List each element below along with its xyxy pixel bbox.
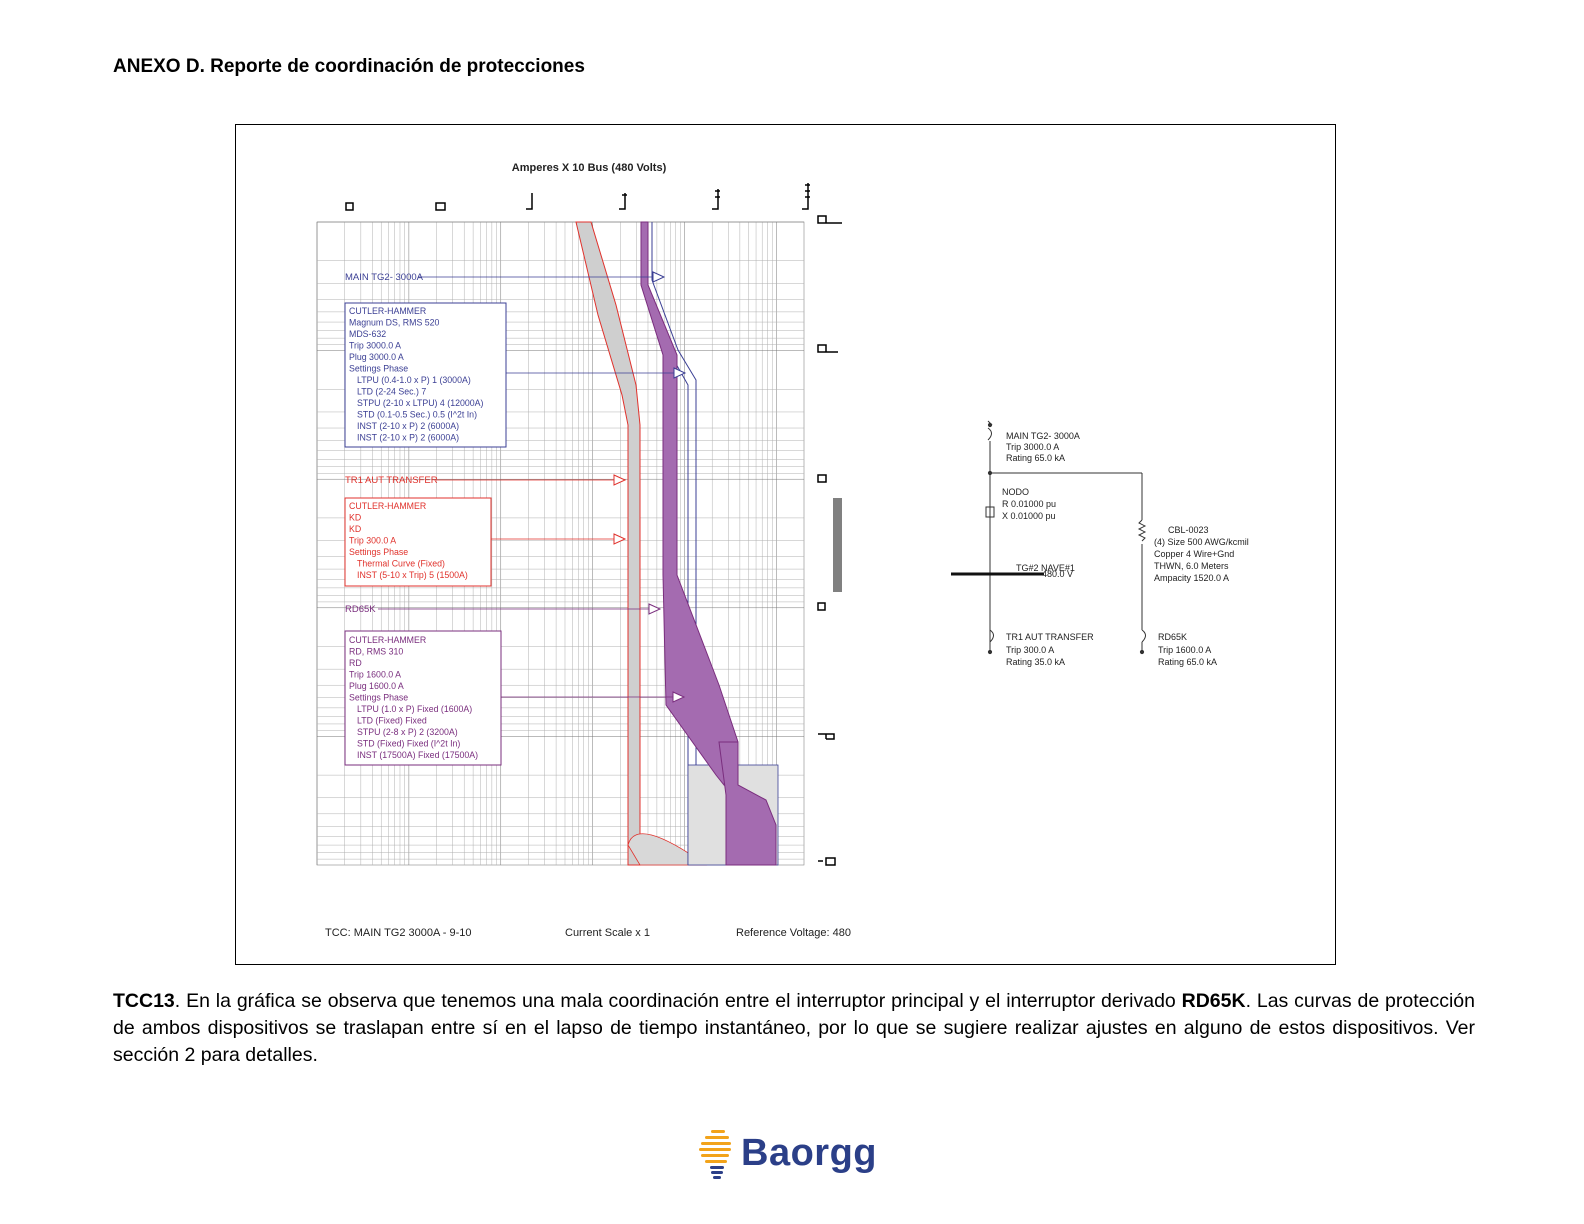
legend-main-line: STD (0.1-0.5 Sec.) 0.5 (I^2t In)	[357, 410, 477, 420]
legend-main-line: STPU (2-10 x LTPU) 4 (12000A)	[357, 398, 484, 408]
legend-main-line: INST (2-10 x P) 2 (6000A)	[357, 433, 459, 443]
legend-rd-line: LTD (Fixed) Fixed	[357, 716, 427, 726]
footer-voltage: Reference Voltage: 480	[736, 927, 851, 939]
footer-scale: Current Scale x 1	[565, 927, 650, 939]
y-axis-ticks	[817, 215, 842, 866]
ol-cable-1: CBL-0023	[1168, 525, 1209, 535]
rd65k-inst-region	[718, 741, 777, 866]
tr1-label: TR1 AUT TRANSFER	[345, 474, 627, 486]
legend-rd-line: RD, RMS 310	[349, 647, 403, 657]
tr1-label-text: TR1 AUT TRANSFER	[345, 475, 438, 486]
tr1-arrow-2	[491, 533, 627, 545]
legend-main-line: LTD (2-24 Sec.) 7	[357, 387, 426, 397]
ol-cable-3: Copper 4 Wire+Gnd	[1154, 549, 1234, 559]
legend-main-line: Settings Phase	[349, 364, 408, 374]
legend-tr1-line: KD	[349, 524, 361, 534]
ol-cable-5: Ampacity 1520.0 A	[1154, 573, 1229, 583]
bulb-icon	[699, 1130, 731, 1179]
legend-rd-line: LTPU (1.0 x P) Fixed (1600A)	[357, 704, 472, 714]
caption-text-2: . Las curvas de protección de ambos disp…	[113, 990, 1475, 1066]
ol-rd-2: Trip 1600.0 A	[1158, 645, 1211, 655]
legend-rd-line: STPU (2-8 x P) 2 (3200A)	[357, 727, 458, 737]
legend-tr1-box	[344, 497, 492, 587]
legend-rd-line: CUTLER-HAMMER	[349, 635, 426, 645]
legend-rd-line: INST (17500A) Fixed (17500A)	[357, 750, 478, 760]
legend-rd-line: STD (Fixed) Fixed (I^2t In)	[357, 739, 460, 749]
ol-main-1: MAIN TG2- 3000A	[1006, 431, 1080, 441]
one-line-labels: MAIN TG2- 3000A Trip 3000.0 A Rating 65.…	[1002, 431, 1249, 667]
legend-rd-line: Settings Phase	[349, 693, 408, 703]
ol-tr1-2: Trip 300.0 A	[1006, 645, 1054, 655]
rd65k-arrow-2	[501, 691, 686, 703]
legend-main-line: Trip 3000.0 A	[349, 341, 401, 351]
page-heading: ANEXO D. Reporte de coordinación de prot…	[113, 56, 585, 77]
ol-rd-3: Rating 65.0 kA	[1158, 657, 1217, 667]
ol-bus-1: TG#2 NAVE#1	[1016, 563, 1075, 573]
legend-main-box	[344, 302, 507, 448]
legend-tr1-line: INST (5-10 x Trip) 5 (1500A)	[357, 570, 468, 580]
rd65k-label: RD65K	[345, 603, 662, 615]
figure-caption: TCC13. En la gráfica se observa que tene…	[113, 988, 1475, 1069]
legend-rd-line: Plug 1600.0 A	[349, 681, 404, 691]
legend-main-line: LTPU (0.4-1.0 x P) 1 (3000A)	[357, 375, 471, 385]
tcc-chart: Amperes X 10 Bus (480 Volts)	[316, 162, 1249, 939]
main-label: MAIN TG2- 3000A	[345, 271, 666, 283]
brand-name: Baorgg	[741, 1132, 877, 1174]
x-axis-ticks	[345, 183, 810, 211]
ol-tr1-1: TR1 AUT TRANSFER	[1006, 632, 1094, 642]
ol-tr1-3: Rating 35.0 kA	[1006, 657, 1065, 667]
ol-bus-2: 480.0 V	[1042, 569, 1073, 579]
legend-rd-line: RD	[349, 658, 362, 668]
legend-main-line: INST (2-10 x P) 2 (6000A)	[357, 421, 459, 431]
legend-tr1-line: KD	[349, 513, 361, 523]
legend-tr1-line: Trip 300.0 A	[349, 536, 396, 546]
legend-tr1-line: CUTLER-HAMMER	[349, 501, 426, 511]
one-line-diagram	[951, 420, 1147, 655]
caption-lead: TCC13	[113, 990, 175, 1012]
legend-main-line: Plug 3000.0 A	[349, 352, 404, 362]
caption-bold-device: RD65K	[1181, 990, 1246, 1012]
legend-tr1-line: Thermal Curve (Fixed)	[357, 559, 445, 569]
main-label-text: MAIN TG2- 3000A	[345, 272, 424, 283]
ol-main-2: Trip 3000.0 A	[1006, 442, 1059, 452]
ol-nodo-3: X 0.01000 pu	[1002, 511, 1056, 521]
y-axis-label-block	[833, 498, 842, 592]
legend-rd-line: Trip 1600.0 A	[349, 670, 401, 680]
rd65k-label-text: RD65K	[345, 604, 376, 615]
ol-nodo-2: R 0.01000 pu	[1002, 499, 1056, 509]
ol-rd-1: RD65K	[1158, 632, 1187, 642]
chart-title: Amperes X 10 Bus (480 Volts)	[512, 162, 667, 174]
ol-nodo-1: NODO	[1002, 487, 1029, 497]
legend-main-line: MDS-632	[349, 329, 386, 339]
legend-main-line: CUTLER-HAMMER	[349, 306, 426, 316]
brand-logo: Baorgg	[697, 1128, 887, 1188]
ol-main-3: Rating 65.0 kA	[1006, 453, 1065, 463]
legend-main-line: Magnum DS, RMS 520	[349, 318, 440, 328]
tcc-frame: Amperes X 10 Bus (480 Volts)	[235, 124, 1336, 965]
main-arrow-2	[506, 367, 687, 379]
ol-cable-4: THWN, 6.0 Meters	[1154, 561, 1229, 571]
footer-tcc: TCC: MAIN TG2 3000A - 9-10	[325, 927, 472, 939]
legend-tr1-line: Settings Phase	[349, 547, 408, 557]
ol-cable-2: (4) Size 500 AWG/kcmil	[1154, 537, 1249, 547]
legend-rd-box	[344, 630, 502, 766]
caption-text-1: . En la gráfica se observa que tenemos u…	[174, 990, 1182, 1012]
